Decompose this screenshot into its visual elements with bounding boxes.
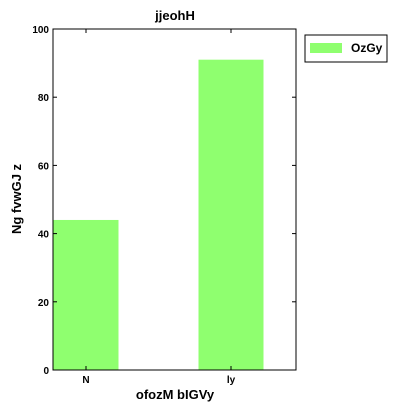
bar-N bbox=[53, 219, 119, 370]
y-tick-label: 20 bbox=[38, 298, 50, 309]
y-tick-label: 100 bbox=[32, 25, 49, 36]
plot-frame bbox=[52, 28, 297, 371]
legend-swatch bbox=[310, 43, 342, 53]
y-tick-label: 60 bbox=[38, 161, 50, 172]
plot-area bbox=[53, 59, 264, 370]
x-axis-label: ofozM bIGVy bbox=[136, 387, 215, 402]
bar-ly bbox=[198, 59, 264, 370]
legend: OzGy bbox=[304, 34, 388, 63]
y-axis-label: Ng fvwGJ z bbox=[9, 163, 24, 234]
x-tick-label: N bbox=[82, 375, 89, 386]
legend-label: OzGy bbox=[351, 41, 383, 55]
y-tick-label: 0 bbox=[43, 366, 49, 377]
chart-title: jjeohH bbox=[154, 8, 195, 23]
y-tick-label: 80 bbox=[38, 93, 50, 104]
y-tick-label: 40 bbox=[38, 230, 50, 241]
x-tick-label: ly bbox=[227, 375, 236, 386]
